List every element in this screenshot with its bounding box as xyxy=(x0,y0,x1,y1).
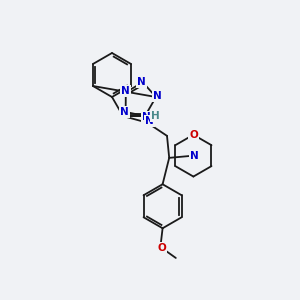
Text: N: N xyxy=(190,151,199,161)
Text: O: O xyxy=(189,130,198,140)
Text: N: N xyxy=(153,91,161,101)
Text: N: N xyxy=(120,107,129,117)
Text: N: N xyxy=(137,77,146,87)
Text: N: N xyxy=(122,86,130,96)
Text: N: N xyxy=(142,112,150,122)
Text: O: O xyxy=(157,243,166,253)
Text: N: N xyxy=(145,116,154,126)
Text: H: H xyxy=(151,111,160,121)
